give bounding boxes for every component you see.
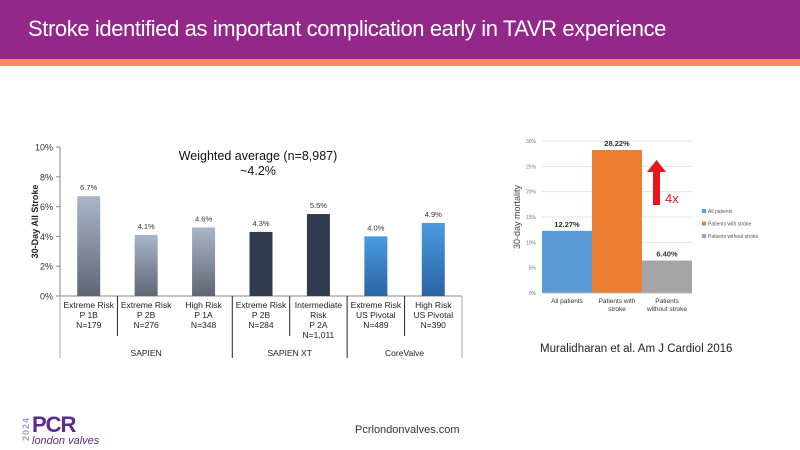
data-label: 4.6% [195, 214, 212, 223]
category-label: N=489 [363, 320, 389, 330]
y-tick-label: 10% [35, 143, 53, 153]
slide-title: Stroke identified as important complicat… [28, 16, 667, 41]
y-tick-label: 25% [526, 164, 537, 170]
category-label: P 2A [309, 320, 328, 330]
bar [592, 150, 642, 293]
arrow-up-icon [647, 160, 666, 172]
category-label: All patients [551, 298, 584, 305]
y-tick-label: 10% [526, 240, 537, 246]
y-tick-label: 15% [526, 215, 537, 221]
category-label: P 1A [194, 310, 213, 320]
bar [542, 230, 592, 293]
category-label: N=348 [191, 320, 217, 330]
title-stripe [0, 59, 800, 66]
data-label: 4.1% [138, 222, 155, 231]
y-tick-label: 0% [40, 292, 53, 302]
category-label: without stroke [646, 306, 687, 313]
category-label: stroke [608, 306, 626, 313]
category-label: US Pivotal [356, 310, 396, 320]
category-label: Risk [310, 310, 327, 320]
legend-label: All patients [708, 209, 733, 215]
category-label: Extreme Risk [63, 300, 114, 310]
bar [249, 231, 273, 296]
y-axis-label: 30-day mortality [512, 184, 522, 249]
citation: Muralidharan et al. Am J Cardiol 2016 [540, 343, 733, 355]
category-label: P 2B [252, 310, 271, 320]
data-label: 6.7% [80, 183, 97, 192]
group-label: CoreValve [385, 348, 424, 358]
category-label: High Risk [415, 300, 452, 310]
logo-year: 2024 [21, 416, 32, 442]
logo-brand: PCR [32, 412, 76, 437]
category-label: Extreme Risk [351, 300, 402, 310]
legend-label: Patients with stroke [708, 222, 752, 228]
category-label: Patients with [599, 298, 636, 305]
category-label: N=1,011 [303, 330, 335, 340]
bar [306, 214, 330, 296]
data-label: 4.9% [425, 210, 442, 219]
bar [192, 227, 216, 296]
category-label: N=179 [76, 320, 102, 330]
category-label: N=284 [248, 320, 274, 330]
legend-label: Patients without stroke [708, 234, 759, 240]
title-bar [0, 0, 800, 59]
group-label: SAPIEN [131, 348, 162, 358]
website-url: Pcrlondonvalves.com [355, 424, 460, 436]
category-label: N=276 [133, 320, 159, 330]
y-tick-label: 2% [40, 262, 53, 272]
y-tick-label: 30% [526, 139, 537, 145]
data-label: 28.22% [604, 139, 630, 148]
y-tick-label: 5% [529, 266, 537, 272]
annotation-weighted-average: Weighted average (n=8,987) [179, 149, 338, 163]
category-label: Extreme Risk [121, 300, 172, 310]
category-label: P 2B [137, 310, 156, 320]
logo-sub: london valves [32, 435, 100, 447]
category-label: Extreme Risk [236, 300, 287, 310]
arrow-shaft [653, 172, 660, 205]
category-label: High Risk [185, 300, 222, 310]
legend-swatch [702, 221, 706, 226]
category-label: Intermediate [295, 300, 343, 310]
group-label: SAPIEN XT [268, 348, 312, 358]
y-tick-label: 8% [40, 172, 53, 182]
pcr-london-valves-logo: 2024 PCR london valves [18, 412, 128, 448]
legend-swatch [702, 234, 706, 238]
data-label: 5.5% [310, 201, 327, 210]
bar [77, 196, 101, 296]
y-tick-label: 6% [40, 202, 53, 212]
category-label: US Pivotal [413, 310, 453, 320]
data-label: 4.3% [252, 219, 269, 228]
bar [642, 260, 692, 293]
legend-swatch [702, 209, 706, 213]
data-label: 6.40% [656, 250, 678, 259]
category-label: P 1B [80, 310, 99, 320]
y-tick-label: 0% [529, 291, 537, 297]
category-label: Patients [655, 298, 679, 305]
y-tick-label: 4% [40, 232, 53, 242]
category-label: N=390 [421, 320, 447, 330]
bar [134, 234, 158, 296]
arrow-label: 4x [665, 191, 679, 206]
bar [364, 236, 388, 296]
data-label: 12.27% [554, 220, 580, 229]
annotation-value: ~4.2% [240, 164, 276, 178]
y-axis-label: 30-Day All Stroke [30, 185, 40, 259]
y-tick-label: 20% [526, 190, 537, 196]
bar [421, 222, 445, 296]
data-label: 4.0% [367, 223, 384, 232]
